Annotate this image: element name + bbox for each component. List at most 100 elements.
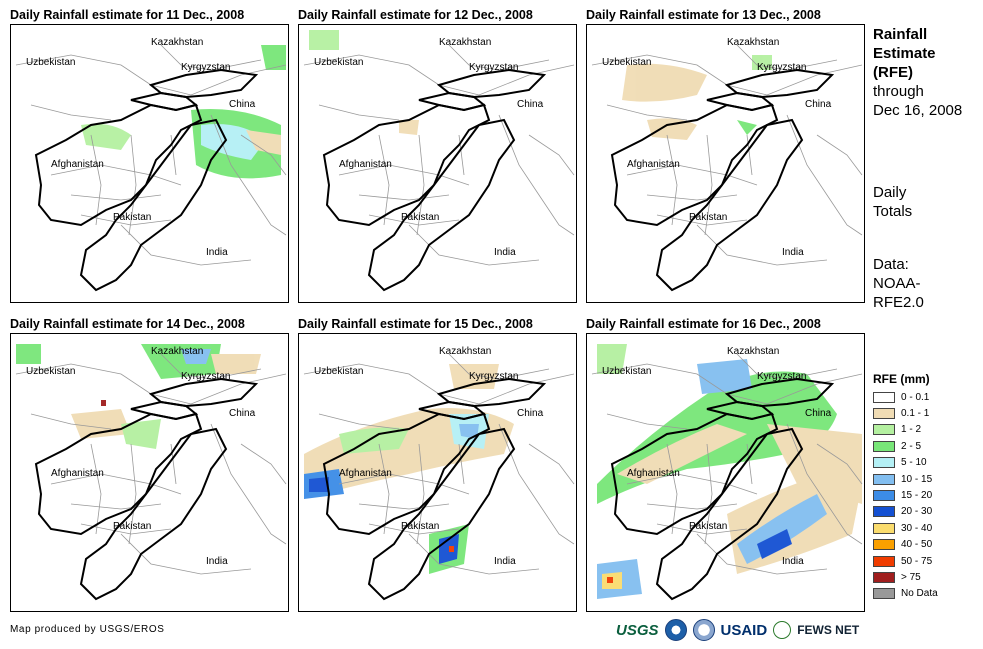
svg-text:India: India: [782, 247, 804, 258]
legend-label: 0 - 0.1: [901, 391, 930, 403]
legend-item: 0 - 0.1: [873, 389, 938, 405]
svg-text:Afghanistan: Afghanistan: [627, 468, 680, 479]
legend-swatch: [873, 457, 895, 469]
svg-text:Uzbekistan: Uzbekistan: [314, 57, 363, 68]
svg-text:Pakistan: Pakistan: [113, 521, 151, 532]
svg-text:China: China: [805, 408, 832, 419]
legend-label: 2 - 5: [901, 440, 922, 452]
legend-item: 10 - 15: [873, 471, 938, 487]
nasa-seal-icon: [692, 619, 715, 641]
credit-text: Map produced by USGS/EROS: [10, 624, 165, 635]
svg-text:Kazakhstan: Kazakhstan: [727, 37, 779, 48]
side-title: Rainfall Estimate (RFE) through Dec 16, …: [873, 25, 962, 120]
legend: 0 - 0.1 0.1 - 1 1 - 2 2 - 5 5 - 10 10 - 15 15 …: [873, 389, 938, 602]
legend-item: > 75: [873, 569, 938, 585]
source-line: NOAA-: [873, 275, 921, 292]
source-line: RFE2.0: [873, 294, 924, 311]
fewsnet-logo: FEWS NET: [797, 623, 860, 637]
legend-swatch: [873, 424, 895, 436]
svg-text:Kazakhstan: Kazakhstan: [727, 346, 779, 357]
legend-label: 40 - 50: [901, 539, 933, 551]
svg-text:Pakistan: Pakistan: [113, 212, 151, 223]
svg-text:Kyrgyzstan: Kyrgyzstan: [469, 371, 518, 382]
legend-item: 2 - 5: [873, 438, 938, 454]
legend-item: 30 - 40: [873, 520, 938, 536]
svg-text:Uzbekistan: Uzbekistan: [26, 366, 75, 377]
svg-text:Afghanistan: Afghanistan: [51, 159, 104, 170]
panel-title: Daily Rainfall estimate for 11 Dec., 200…: [10, 8, 245, 22]
noaa-logo-icon: [664, 619, 687, 641]
legend-label: No Data: [901, 588, 938, 600]
usaid-logo: USAID: [720, 621, 768, 639]
title-line: (RFE): [873, 64, 913, 81]
panel-title: Daily Rainfall estimate for 16 Dec., 200…: [586, 317, 821, 331]
svg-text:Afghanistan: Afghanistan: [51, 468, 104, 479]
panel-title: Daily Rainfall estimate for 13 Dec., 200…: [586, 8, 821, 22]
legend-item: 5 - 10: [873, 455, 938, 471]
legend-item: 40 - 50: [873, 537, 938, 553]
legend-title: RFE (mm): [873, 372, 930, 386]
svg-text:Uzbekistan: Uzbekistan: [602, 57, 651, 68]
side-daily: Daily Totals: [873, 183, 912, 221]
legend-swatch: [873, 555, 895, 567]
svg-text:India: India: [494, 556, 516, 567]
title-line: Estimate: [873, 45, 936, 62]
legend-item: No Data: [873, 586, 938, 602]
svg-text:China: China: [517, 408, 544, 419]
legend-swatch: [873, 408, 895, 420]
legend-swatch: [873, 440, 895, 452]
svg-text:Kazakhstan: Kazakhstan: [439, 37, 491, 48]
svg-text:Afghanistan: Afghanistan: [339, 159, 392, 170]
panel-title: Daily Rainfall estimate for 15 Dec., 200…: [298, 317, 533, 331]
svg-text:Kyrgyzstan: Kyrgyzstan: [181, 371, 230, 382]
side-data: Data: NOAA- RFE2.0: [873, 255, 924, 312]
legend-label: > 75: [901, 571, 921, 583]
svg-text:Pakistan: Pakistan: [689, 212, 727, 223]
legend-item: 15 - 20: [873, 487, 938, 503]
legend-swatch: [873, 588, 895, 600]
daily-label: Daily: [873, 184, 907, 201]
svg-text:India: India: [206, 247, 228, 258]
svg-text:Kyrgyzstan: Kyrgyzstan: [181, 62, 230, 73]
svg-text:India: India: [494, 247, 516, 258]
rainfall-map: Kazakhstan Uzbekistan Kyrgyzstan China A…: [586, 333, 865, 612]
svg-text:Uzbekistan: Uzbekistan: [602, 366, 651, 377]
legend-item: 50 - 75: [873, 553, 938, 569]
logo-strip: USGS USAID FEWS NET: [616, 617, 859, 643]
title-line: Rainfall: [873, 26, 928, 43]
svg-text:Kyrgyzstan: Kyrgyzstan: [757, 371, 806, 382]
svg-text:China: China: [517, 99, 544, 110]
svg-text:Kazakhstan: Kazakhstan: [439, 346, 491, 357]
panel-title: Daily Rainfall estimate for 12 Dec., 200…: [298, 8, 533, 22]
legend-swatch: [873, 391, 895, 403]
legend-label: 0.1 - 1: [901, 408, 930, 420]
usgs-logo: USGS: [616, 621, 659, 639]
legend-label: 30 - 40: [901, 522, 933, 534]
legend-label: 20 - 30: [901, 506, 933, 518]
svg-text:Kazakhstan: Kazakhstan: [151, 37, 203, 48]
svg-text:India: India: [206, 556, 228, 567]
legend-label: 1 - 2: [901, 424, 922, 436]
globe-icon: [773, 621, 792, 639]
rainfall-map: Kazakhstan Uzbekistan Kyrgyzstan China A…: [298, 333, 577, 612]
legend-swatch: [873, 539, 895, 551]
legend-item: 1 - 2: [873, 422, 938, 438]
legend-item: 20 - 30: [873, 504, 938, 520]
svg-text:Uzbekistan: Uzbekistan: [26, 57, 75, 68]
totals-label: Totals: [873, 203, 913, 220]
panel-title: Daily Rainfall estimate for 14 Dec., 200…: [10, 317, 245, 331]
svg-text:Kazakhstan: Kazakhstan: [151, 346, 203, 357]
legend-label: 10 - 15: [901, 473, 933, 485]
legend-label: 15 - 20: [901, 490, 933, 502]
svg-text:Afghanistan: Afghanistan: [627, 159, 680, 170]
rainfall-map: Kazakhstan Uzbekistan Kyrgyzstan China A…: [586, 24, 865, 303]
svg-text:China: China: [229, 408, 256, 419]
data-label: Data:: [873, 256, 909, 273]
rainfall-map: Kazakhstan Uzbekistan Kyrgyzstan China A…: [10, 333, 289, 612]
svg-text:Pakistan: Pakistan: [689, 521, 727, 532]
legend-swatch: [873, 522, 895, 534]
svg-text:China: China: [229, 99, 256, 110]
legend-label: 5 - 10: [901, 457, 927, 469]
svg-text:Pakistan: Pakistan: [401, 212, 439, 223]
rainfall-map: Kazakhstan Uzbekistan Kyrgyzstan China A…: [10, 24, 289, 303]
